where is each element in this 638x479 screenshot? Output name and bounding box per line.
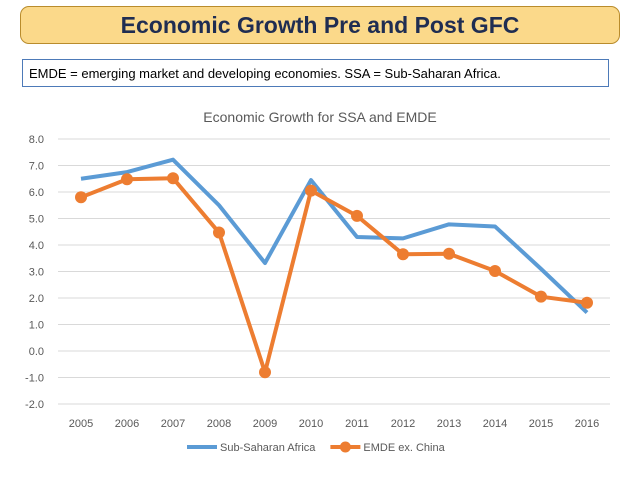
data-point bbox=[213, 226, 225, 239]
legend-marker bbox=[339, 441, 351, 453]
slide-title: Economic Growth Pre and Post GFC bbox=[20, 6, 620, 44]
data-point bbox=[397, 248, 409, 261]
x-axis-ticks: 2005 2006 2007 2008 2009 2010 2011 2012 2013 2014… bbox=[69, 418, 599, 430]
x-tick-label: 2014 bbox=[483, 418, 507, 430]
data-point bbox=[351, 209, 363, 222]
data-point bbox=[75, 191, 87, 204]
data-point bbox=[121, 173, 133, 186]
y-tick-label: 3.0 bbox=[29, 267, 44, 279]
x-tick-label: 2007 bbox=[161, 418, 185, 430]
x-tick-label: 2006 bbox=[115, 418, 139, 430]
y-tick-label: -1.0 bbox=[25, 373, 44, 385]
chart-gridlines bbox=[58, 138, 610, 405]
y-tick-label: -2.0 bbox=[25, 399, 44, 411]
y-tick-label: 4.0 bbox=[29, 240, 44, 252]
abbreviation-note: EMDE = emerging market and developing ec… bbox=[22, 59, 609, 87]
x-tick-label: 2011 bbox=[345, 418, 369, 430]
data-point bbox=[443, 247, 455, 260]
data-point bbox=[305, 184, 317, 197]
data-point bbox=[581, 296, 593, 309]
chart-legend: Sub-Saharan Africa EMDE ex. China bbox=[187, 441, 446, 454]
chart-series bbox=[75, 157, 593, 379]
y-tick-label: 1.0 bbox=[29, 320, 44, 332]
legend-label: Sub-Saharan Africa bbox=[220, 442, 316, 454]
y-tick-label: 0.0 bbox=[29, 346, 44, 358]
data-point bbox=[259, 366, 271, 379]
y-axis-ticks: -2.0 -1.0 0.0 1.0 2.0 3.0 4.0 5.0 6.0 7.0 8.0 bbox=[25, 134, 44, 411]
x-tick-label: 2012 bbox=[391, 418, 415, 430]
x-tick-label: 2008 bbox=[207, 418, 231, 430]
x-tick-label: 2005 bbox=[69, 418, 93, 430]
series-line-0 bbox=[80, 157, 589, 315]
y-tick-label: 8.0 bbox=[29, 134, 44, 146]
data-point bbox=[535, 290, 547, 303]
x-tick-label: 2016 bbox=[575, 418, 599, 430]
y-tick-label: 6.0 bbox=[29, 187, 44, 199]
data-point bbox=[167, 172, 179, 185]
legend-label: EMDE ex. China bbox=[363, 442, 445, 454]
chart-title: Economic Growth for SSA and EMDE bbox=[203, 109, 436, 125]
x-tick-label: 2010 bbox=[299, 418, 323, 430]
x-tick-label: 2013 bbox=[437, 418, 461, 430]
y-tick-label: 2.0 bbox=[29, 293, 44, 305]
data-point bbox=[489, 264, 501, 277]
y-tick-label: 5.0 bbox=[29, 214, 44, 226]
x-tick-label: 2009 bbox=[253, 418, 277, 430]
y-tick-label: 7.0 bbox=[29, 161, 44, 173]
series-line-1 bbox=[80, 176, 588, 375]
x-tick-label: 2015 bbox=[529, 418, 553, 430]
